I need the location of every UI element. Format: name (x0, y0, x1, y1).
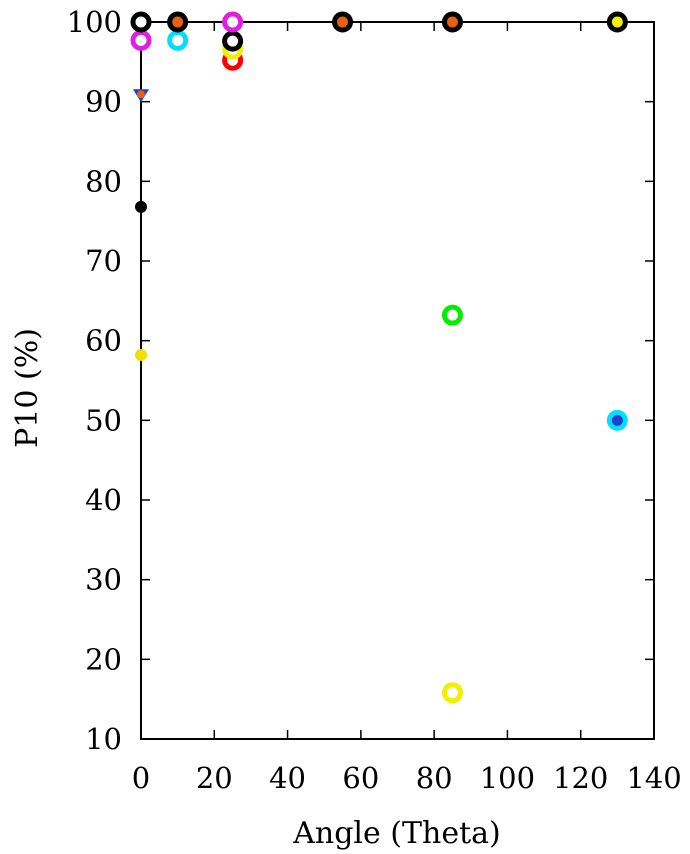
data-point (606, 409, 628, 431)
data-point (222, 30, 244, 52)
x-axis-title: Angle (Theta) (292, 816, 501, 851)
x-tick-label: 120 (553, 761, 608, 795)
x-tick-label: 80 (416, 761, 453, 795)
y-tick-label: 40 (85, 483, 122, 517)
x-tick-label: 0 (132, 761, 150, 795)
x-tick-label: 20 (196, 761, 233, 795)
data-point (135, 200, 147, 213)
data-point (441, 682, 463, 704)
y-tick-label: 80 (85, 164, 122, 198)
data-point (167, 29, 189, 51)
data-points (130, 11, 628, 704)
y-tick-label: 50 (85, 403, 122, 437)
data-point (441, 304, 463, 326)
y-tick-label: 30 (85, 563, 122, 597)
y-tick-label: 20 (85, 642, 122, 676)
x-tick-label: 60 (342, 761, 379, 795)
x-tick-label: 140 (626, 761, 681, 795)
x-tick-label: 100 (480, 761, 535, 795)
plot-frame (140, 21, 655, 740)
data-point (133, 89, 149, 103)
data-point (222, 11, 244, 33)
y-tick-label: 100 (67, 5, 122, 39)
tick-labels: 0 20 40 60 80 100 120 140 10 20 30 40 50 60 70 80 90 100 (67, 5, 682, 795)
data-point (130, 11, 152, 33)
y-tick-label: 60 (85, 324, 122, 358)
data-point (332, 11, 354, 33)
y-tick-label: 90 (85, 85, 122, 119)
data-point (135, 349, 147, 362)
axis-ticks (140, 21, 655, 740)
data-point (130, 29, 152, 51)
data-point (606, 11, 628, 33)
x-tick-label: 40 (269, 761, 306, 795)
y-axis-title: P10 (%) (10, 328, 45, 448)
y-tick-label: 10 (85, 722, 122, 756)
data-point (167, 11, 189, 33)
y-tick-label: 70 (85, 244, 122, 278)
data-point (441, 11, 463, 33)
